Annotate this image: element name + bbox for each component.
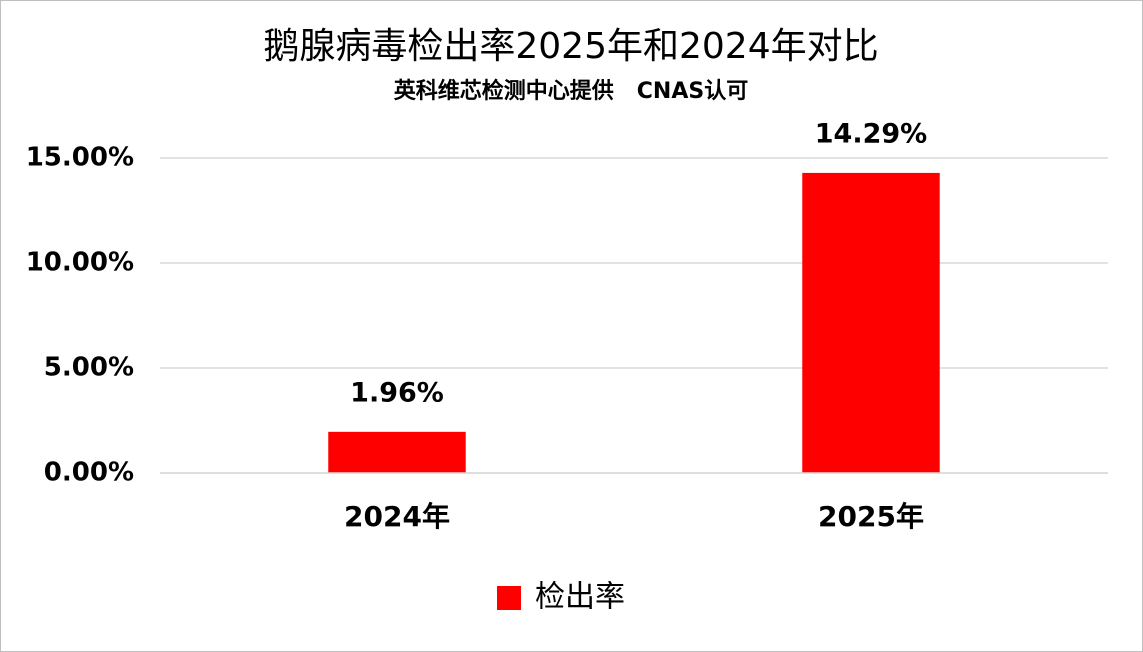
legend-label: 检出率 <box>535 580 625 615</box>
legend-swatch <box>497 586 521 610</box>
y-tick-label: 10.00% <box>26 248 134 278</box>
data-label: 14.29% <box>815 118 927 149</box>
y-tick-label: 15.00% <box>26 143 134 173</box>
chart-title: 鹅腺病毒检出率2025年和2024年对比 <box>263 26 878 67</box>
bar <box>802 172 940 473</box>
y-tick-label: 0.00% <box>44 458 134 488</box>
x-tick-label: 2024年 <box>344 500 450 533</box>
data-label: 1.96% <box>350 377 444 408</box>
y-tick-label: 5.00% <box>44 353 134 383</box>
bar <box>328 431 466 473</box>
chart-subtitle: 英科维芯检测中心提供 CNAS认可 <box>394 78 748 104</box>
x-tick-label: 2025年 <box>818 500 924 533</box>
